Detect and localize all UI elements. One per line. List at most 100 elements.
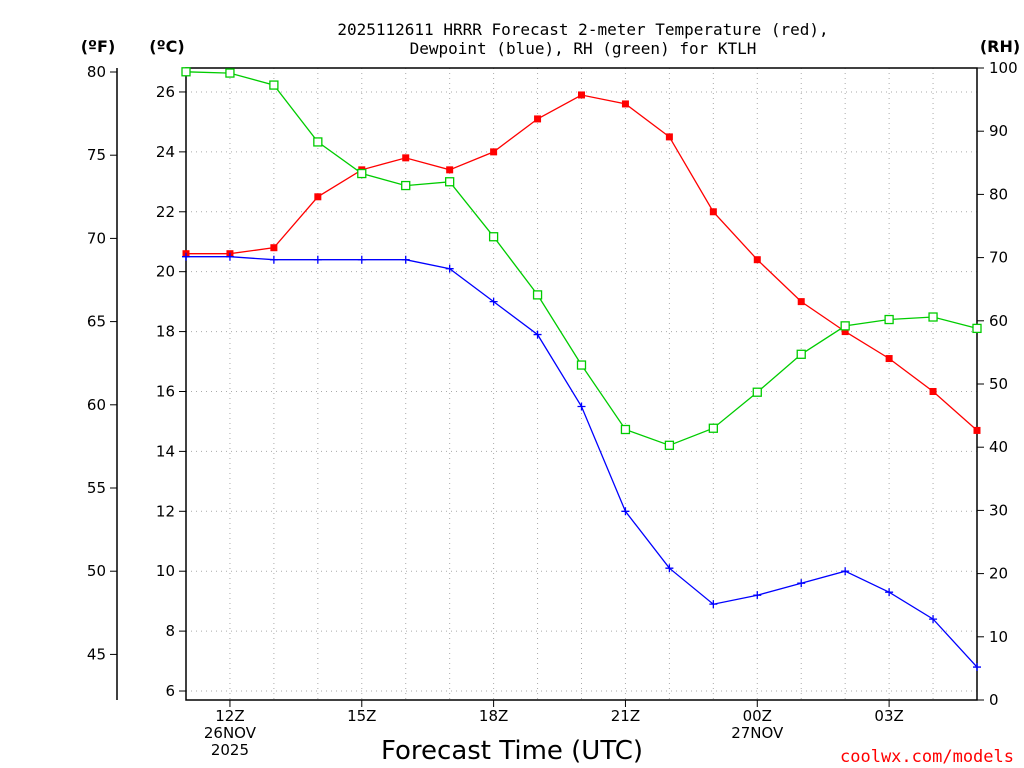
data-point [490,148,498,156]
data-point [841,567,850,576]
celsius-tick-label: 20 [156,263,175,281]
fahrenheit-tick-label: 50 [87,562,106,580]
data-point [402,154,410,162]
data-point [973,663,981,672]
x-tick-label: 12Z [215,707,244,725]
data-point [665,133,673,141]
fahrenheit-tick-label: 55 [87,479,106,497]
fahrenheit-tick-label: 65 [87,313,106,331]
data-point [620,424,631,435]
x-tick-label: 15Z [347,707,376,725]
data-point [445,177,455,187]
x-tick-label: 03Z [874,707,903,725]
celsius-tick-label: 6 [165,682,175,700]
series-line [186,94,978,431]
celsius-tick-label: 14 [156,442,175,460]
celsius-tick-label: 24 [156,143,175,161]
celsius-unit-label: (ºC) [149,37,184,56]
data-point [621,100,629,108]
data-point [533,330,542,339]
x-tick-label: 2025 [211,741,249,759]
data-point [313,255,322,264]
rh-tick-label: 70 [989,249,1008,267]
data-point [665,564,674,573]
data-point [181,67,191,77]
chart-title: 2025112611 HRRR Forecast 2-meter Tempera… [337,20,828,58]
data-point [401,255,410,264]
data-point [753,256,761,264]
chart-title-line-2: Dewpoint (blue), RH (green) for KTLH [410,39,757,58]
data-point [446,166,454,174]
data-point [797,298,805,306]
x-tick-label: 00Z [743,707,772,725]
rh-tick-label: 80 [989,185,1008,203]
data-point [841,328,849,336]
series-relative-humidity [181,67,982,450]
data-point [225,68,235,78]
data-point [489,297,498,306]
celsius-tick-label: 12 [156,502,175,520]
fahrenheit-unit-label: (ºF) [81,37,116,56]
rh-tick-label: 100 [989,59,1018,77]
data-point [709,600,718,609]
celsius-tick-label: 10 [156,562,175,580]
data-point [796,349,806,359]
data-point [270,244,278,252]
rh-tick-label: 50 [989,375,1008,393]
grid [186,68,977,700]
fahrenheit-tick-label: 60 [87,396,106,414]
data-point [885,355,893,363]
data-point [313,137,323,147]
series-temperature [182,91,981,434]
data-point [885,588,894,597]
data-point [225,252,234,261]
data-point [577,402,586,411]
rh-tick-label: 0 [989,691,999,709]
data-point [269,255,278,264]
data-point [445,264,454,273]
data-point [929,387,937,395]
x-tick-label: 27NOV [731,724,784,742]
rh-tick-label: 40 [989,438,1008,456]
x-tick-label: 21Z [611,707,640,725]
celsius-tick-label: 22 [156,203,175,221]
rh-tick-label: 10 [989,628,1008,646]
rh-tick-label: 60 [989,312,1008,330]
celsius-tick-label: 26 [156,83,175,101]
data-point [357,168,367,179]
data-point [488,232,499,242]
x-axis-label: Forecast Time (UTC) [381,736,643,766]
data-point [664,440,675,450]
fahrenheit-tick-label: 70 [87,229,106,247]
fahrenheit-tick-label: 80 [87,63,106,81]
data-point [929,615,938,624]
data-point [269,80,279,90]
series [181,67,982,672]
data-point [578,91,585,99]
celsius-tick-label: 8 [165,622,175,640]
fahrenheit-tick-label: 75 [87,146,106,164]
data-point [532,290,543,300]
rh-tick-label: 20 [989,565,1008,583]
data-point [708,423,718,433]
x-tick-label: 18Z [479,707,508,725]
rh-unit-label: (RH) [980,37,1020,56]
data-point [182,252,190,261]
data-point [928,312,938,322]
data-point [576,360,587,370]
rh-tick-label: 90 [989,122,1008,140]
chart-title-line-1: 2025112611 HRRR Forecast 2-meter Tempera… [337,20,828,39]
series-dewpoint [182,252,981,672]
data-point [972,323,982,334]
data-point [709,208,717,216]
x-tick-label: 26NOV [204,724,257,742]
data-point [621,507,630,516]
data-point [534,115,542,123]
data-point [884,314,894,325]
data-point [752,387,762,397]
celsius-tick-label: 18 [156,323,175,341]
data-point [314,193,322,201]
celsius-tick-label: 16 [156,382,175,400]
data-point [797,579,806,588]
